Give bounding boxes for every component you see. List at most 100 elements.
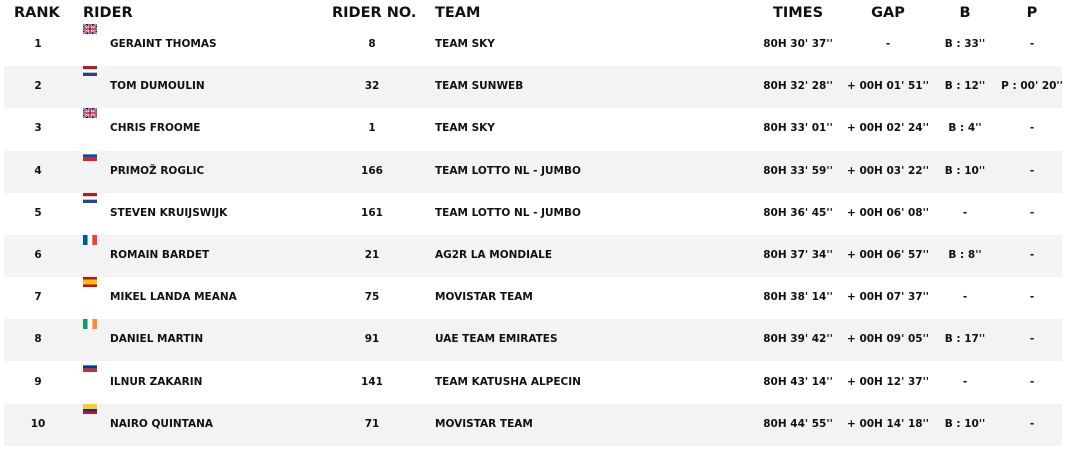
gap: + 00H 14' 18'': [846, 417, 930, 430]
rank: 10: [30, 417, 46, 430]
rider-name[interactable]: TOM DUMOULIN: [110, 80, 205, 93]
bonus: B : 8'': [948, 249, 982, 261]
rank: 7: [34, 291, 42, 304]
rider-name[interactable]: GERAINT THOMAS: [110, 38, 217, 50]
flag-ie-icon: [83, 319, 97, 330]
team-name[interactable]: MOVISTAR TEAM: [435, 291, 533, 304]
bonus: B : 12'': [944, 80, 986, 93]
team-name[interactable]: UAE TEAM EMIRATES: [435, 333, 558, 346]
rider-name[interactable]: NAIRO QUINTANA: [110, 417, 214, 430]
table-row[interactable]: 6 ROMAIN BARDET 21 AG2R LA MONDIALE 80H …: [4, 235, 1062, 277]
time: 80H 37' 34'': [763, 249, 833, 261]
gap: + 00H 03' 22'': [846, 164, 930, 177]
flag-si-icon: [83, 150, 97, 161]
team-name[interactable]: TEAM SKY: [435, 122, 495, 135]
team-name[interactable]: MOVISTAR TEAM: [435, 417, 533, 430]
team-name[interactable]: TEAM KATUSHA ALPECIN: [435, 375, 581, 388]
header-team: TEAM: [435, 5, 481, 21]
rider-name[interactable]: STEVEN KRUIJSWIJK: [110, 206, 228, 219]
table-row[interactable]: 4 PRIMOŽ ROGLIC 166 TEAM LOTTO NL - JUMB…: [4, 150, 1062, 193]
time: 80H 33' 59'': [763, 164, 833, 177]
rider-number: 21: [364, 249, 380, 261]
header-times: TIMES: [772, 5, 824, 21]
rider-name[interactable]: DANIEL MARTIN: [110, 333, 204, 346]
header-p: P: [1026, 5, 1038, 21]
flag-fr-icon: [83, 235, 97, 245]
penalty: -: [1029, 417, 1035, 430]
gap: + 00H 09' 05'': [846, 333, 930, 346]
team-name[interactable]: AG2R LA MONDIALE: [435, 249, 553, 261]
time: 80H 43' 14'': [763, 375, 833, 388]
rider-number: 71: [364, 417, 380, 430]
penalty: -: [1029, 164, 1035, 177]
flag-es-icon: [83, 277, 97, 288]
table-row[interactable]: 10 NAIRO QUINTANA 71 MOVISTAR TEAM 80H 4…: [4, 403, 1062, 446]
header-rider: RIDER: [83, 5, 133, 21]
rank: 5: [34, 206, 42, 219]
rank: 9: [34, 375, 42, 388]
rider-name[interactable]: MIKEL LANDA MEANA: [110, 291, 237, 304]
bonus: B : 17'': [944, 333, 986, 346]
gap: + 00H 02' 24'': [846, 122, 930, 135]
penalty: -: [1029, 333, 1035, 346]
bonus: -: [962, 375, 968, 388]
rider-number: 8: [368, 38, 376, 50]
gap: + 00H 01' 51'': [846, 80, 930, 93]
header-gap: GAP: [871, 5, 905, 21]
time: 80H 30' 37'': [763, 38, 833, 50]
time: 80H 32' 28'': [763, 80, 833, 93]
header-rider-no: RIDER NO.: [332, 5, 417, 21]
flag-ru-icon: [83, 361, 97, 372]
rider-number: 32: [364, 80, 380, 93]
team-name[interactable]: TEAM SUNWEB: [435, 80, 524, 93]
rank: 4: [34, 164, 42, 177]
gap: + 00H 06' 08'': [846, 206, 930, 219]
penalty: P : 00' 20'': [1001, 80, 1063, 93]
rider-name[interactable]: PRIMOŽ ROGLIC: [110, 164, 205, 177]
rider-number: 75: [364, 291, 380, 304]
table-row[interactable]: 7 MIKEL LANDA MEANA 75 MOVISTAR TEAM 80H…: [4, 277, 1062, 319]
header-b: B: [959, 5, 971, 21]
team-name[interactable]: TEAM SKY: [435, 38, 495, 50]
rank: 6: [34, 249, 42, 261]
rider-number: 161: [361, 206, 383, 219]
rank: 1: [34, 38, 42, 50]
rider-name[interactable]: ROMAIN BARDET: [110, 249, 210, 261]
bonus: -: [962, 291, 968, 304]
rider-number: 166: [361, 164, 383, 177]
bonus: B : 4'': [948, 122, 982, 135]
flag-co-icon: [83, 403, 97, 414]
time: 80H 44' 55'': [763, 417, 833, 430]
table-row[interactable]: 2 TOM DUMOULIN 32 TEAM SUNWEB 80H 32' 28…: [4, 66, 1063, 109]
rank: 2: [34, 80, 42, 93]
gap: -: [885, 38, 891, 50]
penalty: -: [1029, 206, 1035, 219]
penalty: -: [1029, 291, 1035, 304]
gap: + 00H 07' 37'': [846, 291, 930, 304]
table-row[interactable]: 8 DANIEL MARTIN 91 UAE TEAM EMIRATES 80H…: [4, 319, 1062, 362]
table-row[interactable]: 9 ILNUR ZAKARIN 141 TEAM KATUSHA ALPECIN…: [4, 361, 1062, 404]
team-name[interactable]: TEAM LOTTO NL - JUMBO: [435, 206, 581, 219]
header-rank: RANK: [14, 5, 60, 21]
rider-name[interactable]: CHRIS FROOME: [110, 122, 201, 135]
rider-name[interactable]: ILNUR ZAKARIN: [110, 375, 203, 388]
bonus: B : 33'': [944, 38, 986, 50]
table-row[interactable]: 1 GERAINT THOMAS 8 TEAM SKY 80H 30' 37''…: [4, 24, 1062, 66]
rider-number: 1: [368, 122, 376, 135]
gap: + 00H 12' 37'': [846, 375, 930, 388]
bonus: -: [962, 206, 968, 219]
flag-gb-icon: [83, 24, 97, 34]
table-header: RANK RIDER RIDER NO. TEAM TIMES GAP B P: [0, 0, 1066, 28]
table-row[interactable]: 3 CHRIS FROOME 1 TEAM SKY 80H 33' 01'' +…: [4, 108, 1062, 150]
table-row[interactable]: 5 STEVEN KRUIJSWIJK 161 TEAM LOTTO NL - …: [4, 192, 1062, 235]
gap: + 00H 06' 57'': [846, 249, 930, 261]
flag-nl-icon: [83, 66, 97, 77]
penalty: -: [1029, 375, 1035, 388]
team-name[interactable]: TEAM LOTTO NL - JUMBO: [435, 164, 581, 177]
flag-nl-icon: [83, 192, 97, 203]
time: 80H 39' 42'': [763, 333, 833, 346]
flag-gb-icon: [83, 108, 97, 119]
time: 80H 38' 14'': [763, 291, 833, 304]
time: 80H 36' 45'': [763, 206, 833, 219]
penalty: -: [1029, 249, 1035, 261]
